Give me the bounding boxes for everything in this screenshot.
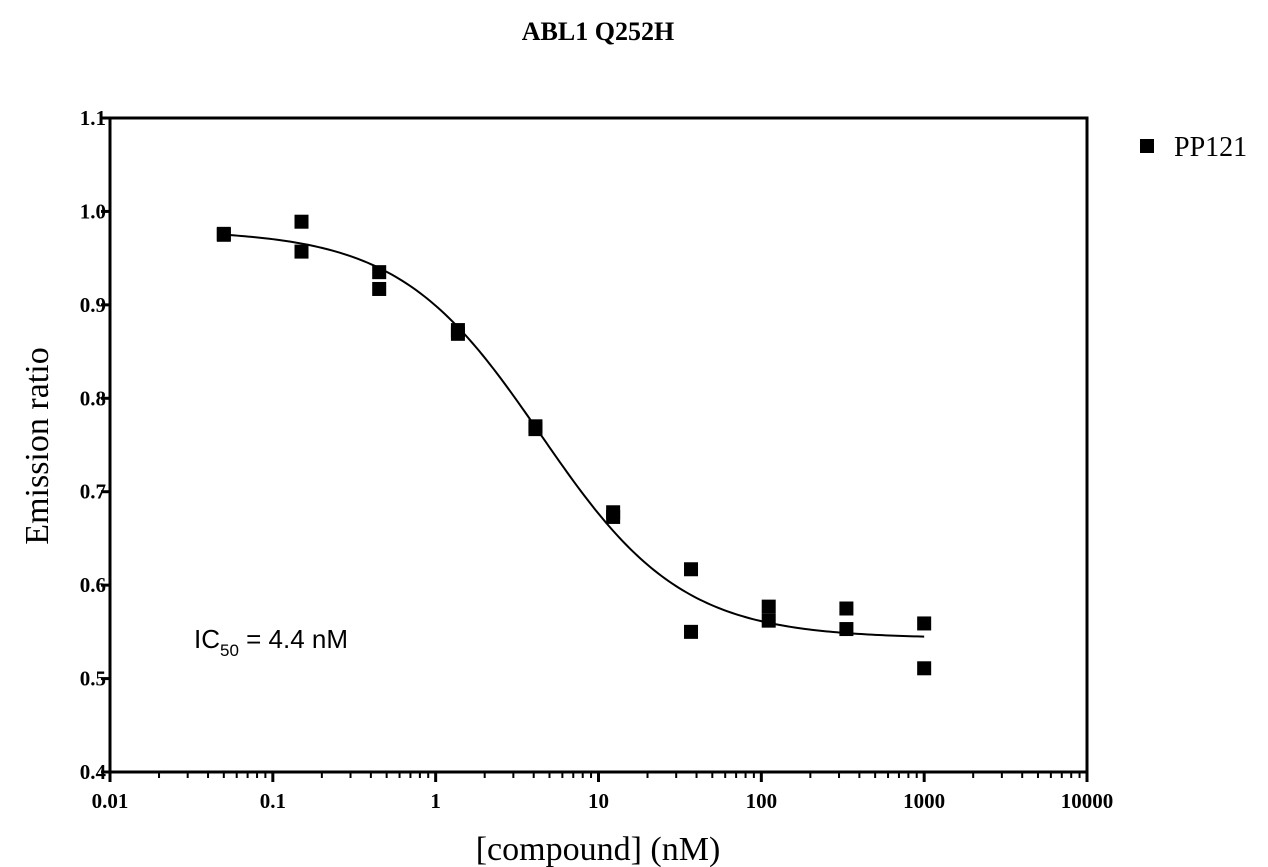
- axis-ticks: 0.4 0.5 0.6 0.7 0.8 0.9 1.0 1.1 0.01 0.1 1 10 100 100…: [80, 106, 1114, 813]
- x-tick-label: 1: [430, 789, 441, 813]
- data-point: [606, 509, 621, 524]
- y-tick-label: 0.9: [80, 293, 106, 317]
- y-tick-label: 0.7: [80, 480, 106, 504]
- fit-curve-group: [223, 233, 925, 638]
- data-point: [684, 562, 699, 577]
- x-tick-label: 10: [588, 789, 609, 813]
- data-point: [294, 214, 309, 229]
- data-point: [761, 613, 776, 628]
- y-tick-label: 0.5: [80, 667, 106, 691]
- data-point: [372, 281, 387, 296]
- ic50-annotation: IC50 = 4.4 nM: [194, 624, 348, 660]
- data-point: [294, 244, 309, 259]
- legend: PP121: [1140, 132, 1247, 163]
- chart-title: ABL1 Q252H: [522, 17, 674, 46]
- y-tick-label: 1.0: [80, 199, 106, 223]
- fit-curve: [223, 233, 925, 638]
- y-tick-label: 0.8: [80, 386, 106, 410]
- data-point: [216, 226, 231, 241]
- data-point: [917, 661, 932, 676]
- data-point: [761, 599, 776, 614]
- data-point: [684, 624, 699, 639]
- data-point: [839, 622, 854, 637]
- plot-frame: [108, 116, 1089, 774]
- y-axis-label: Emission ratio: [19, 347, 56, 544]
- y-tick-label: 1.1: [80, 106, 106, 130]
- legend-marker-pp121: [1140, 139, 1154, 153]
- data-point: [917, 616, 932, 631]
- x-tick-label: 0.01: [92, 789, 129, 813]
- data-point: [839, 601, 854, 616]
- data-point: [372, 265, 387, 280]
- x-axis-label: [compound] (nM): [476, 831, 721, 867]
- y-tick-label: 0.6: [80, 573, 106, 597]
- data-point: [528, 422, 543, 437]
- x-tick-label: 0.1: [260, 789, 286, 813]
- data-point: [450, 326, 465, 341]
- x-tick-label: 10000: [1061, 789, 1114, 813]
- legend-label-pp121: PP121: [1174, 132, 1247, 163]
- x-tick-label: 1000: [903, 789, 945, 813]
- x-tick-label: 100: [746, 789, 778, 813]
- y-tick-label: 0.4: [80, 760, 107, 784]
- data-points: [216, 214, 932, 676]
